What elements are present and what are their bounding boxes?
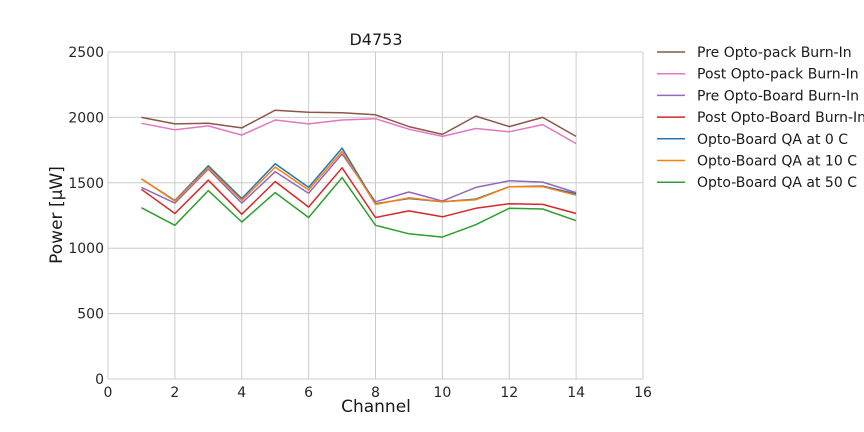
grid	[107, 51, 644, 380]
x-axis-label: Channel	[341, 397, 411, 417]
chart-title: D4753	[349, 30, 402, 49]
series-line	[140, 167, 577, 219]
y-tick-label: 1000	[68, 241, 104, 257]
x-tick-label: 4	[237, 385, 246, 401]
legend-item: Post Opto-Board Burn-In	[657, 110, 864, 126]
x-tick-label: 6	[304, 385, 313, 401]
legend-label: Post Opto-pack Burn-In	[697, 67, 859, 83]
legend-label: Opto-Board QA at 50 C	[697, 175, 857, 191]
x-tick-label: 16	[634, 385, 652, 401]
legend-item: Opto-Board QA at 50 C	[657, 175, 857, 191]
legend: Pre Opto-pack Burn-In Post Opto-pack Burn…	[657, 45, 864, 191]
y-tick-label: 2500	[68, 45, 104, 61]
series-line	[141, 109, 577, 138]
legend-label: Opto-Board QA at 0 C	[697, 132, 848, 148]
legend-item: Opto-Board QA at 10 C	[657, 154, 857, 170]
y-tick-labels: 0 500 1000 1500 2000 2500	[68, 45, 104, 388]
legend-item: Opto-Board QA at 0 C	[657, 132, 848, 148]
y-tick-label: 1500	[68, 176, 104, 192]
series-line	[141, 176, 577, 238]
legend-label: Opto-Board QA at 10 C	[697, 154, 857, 170]
y-tick-label: 2000	[68, 110, 104, 126]
y-axis-label: Power [μW]	[47, 166, 67, 264]
x-tick-label: 0	[104, 385, 113, 401]
legend-item: Pre Opto-Board Burn-In	[657, 88, 859, 104]
series-line	[141, 117, 577, 145]
x-tick-labels: 0 2 4 6 8 10 12 14 16	[104, 385, 652, 401]
x-tick-label: 10	[433, 385, 451, 401]
y-tick-label: 0	[95, 372, 104, 388]
legend-label: Pre Opto-pack Burn-In	[697, 45, 852, 61]
y-tick-label: 500	[77, 307, 104, 323]
series-layer	[140, 109, 577, 238]
legend-item: Pre Opto-pack Burn-In	[657, 45, 852, 61]
x-tick-label: 2	[170, 385, 179, 401]
x-tick-label: 12	[500, 385, 518, 401]
legend-item: Post Opto-pack Burn-In	[657, 67, 859, 83]
legend-label: Post Opto-Board Burn-In	[697, 110, 864, 126]
series-line	[140, 150, 577, 206]
x-tick-label: 8	[371, 385, 380, 401]
legend-label: Pre Opto-Board Burn-In	[697, 88, 859, 104]
x-tick-label: 14	[567, 385, 585, 401]
